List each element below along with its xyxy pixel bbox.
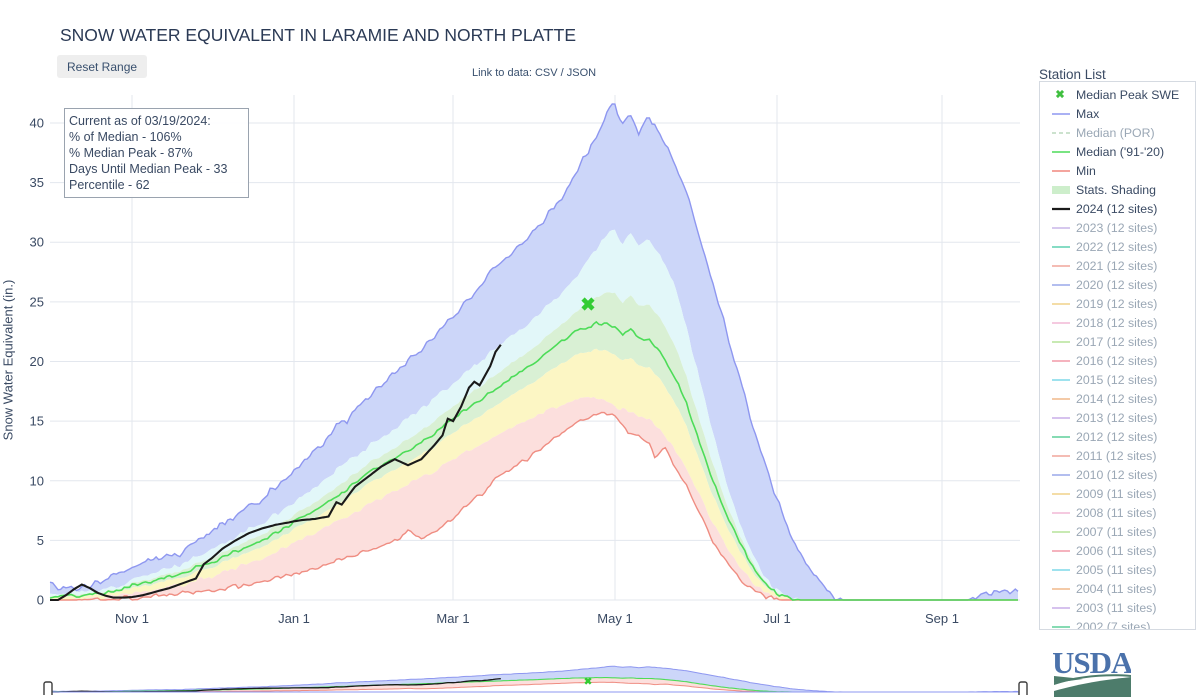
svg-text:Mar 1: Mar 1: [436, 611, 469, 626]
svg-text:2019 (12 sites): 2019 (12 sites): [1076, 297, 1157, 311]
svg-text:Nov 1: Nov 1: [115, 611, 149, 626]
svg-text:30: 30: [30, 235, 44, 250]
svg-text:2023 (12 sites): 2023 (12 sites): [1076, 221, 1157, 235]
svg-text:2016 (12 sites): 2016 (12 sites): [1076, 354, 1157, 368]
svg-text:2007 (11 sites): 2007 (11 sites): [1076, 525, 1156, 539]
svg-text:2005 (11 sites): 2005 (11 sites): [1076, 563, 1156, 577]
svg-text:Median ('91-'20): Median ('91-'20): [1076, 145, 1164, 159]
svg-text:2003 (11 sites): 2003 (11 sites): [1076, 601, 1156, 615]
svg-text:10: 10: [30, 473, 44, 488]
svg-text:2002 (7 sites): 2002 (7 sites): [1076, 620, 1151, 630]
svg-text:2024 (12 sites): 2024 (12 sites): [1076, 202, 1157, 216]
svg-text:40: 40: [30, 116, 44, 131]
svg-text:Max: Max: [1076, 107, 1100, 121]
svg-text:Median Peak SWE: Median Peak SWE: [1076, 90, 1179, 102]
svg-text:2017 (12 sites): 2017 (12 sites): [1076, 335, 1157, 349]
svg-text:2015 (12 sites): 2015 (12 sites): [1076, 373, 1157, 387]
svg-text:2020 (12 sites): 2020 (12 sites): [1076, 278, 1157, 292]
svg-text:Jul 1: Jul 1: [763, 611, 790, 626]
svg-text:2009 (11 sites): 2009 (11 sites): [1076, 487, 1156, 501]
svg-text:Jan 1: Jan 1: [278, 611, 310, 626]
svg-text:2008 (11 sites): 2008 (11 sites): [1076, 506, 1156, 520]
svg-text:2004 (11 sites): 2004 (11 sites): [1076, 582, 1156, 596]
svg-text:15: 15: [30, 414, 44, 429]
svg-text:2006 (11 sites): 2006 (11 sites): [1076, 544, 1156, 558]
svg-text:5: 5: [37, 533, 44, 548]
svg-text:2022 (12 sites): 2022 (12 sites): [1076, 240, 1157, 254]
svg-text:May 1: May 1: [597, 611, 632, 626]
svg-text:20: 20: [30, 354, 44, 369]
svg-text:2013 (12 sites): 2013 (12 sites): [1076, 411, 1157, 425]
svg-text:35: 35: [30, 175, 44, 190]
svg-text:Median (POR): Median (POR): [1076, 126, 1155, 140]
svg-text:2012 (12 sites): 2012 (12 sites): [1076, 430, 1157, 444]
svg-text:2010 (12 sites): 2010 (12 sites): [1076, 468, 1157, 482]
svg-text:2021 (12 sites): 2021 (12 sites): [1076, 259, 1157, 273]
svg-text:2011 (12 sites): 2011 (12 sites): [1076, 449, 1156, 463]
svg-text:Sep 1: Sep 1: [925, 611, 959, 626]
svg-text:0: 0: [37, 593, 44, 608]
svg-text:2018 (12 sites): 2018 (12 sites): [1076, 316, 1157, 330]
svg-text:Min: Min: [1076, 164, 1096, 178]
svg-text:Stats. Shading: Stats. Shading: [1076, 183, 1156, 197]
svg-text:25: 25: [30, 294, 44, 309]
svg-text:2014 (12 sites): 2014 (12 sites): [1076, 392, 1157, 406]
